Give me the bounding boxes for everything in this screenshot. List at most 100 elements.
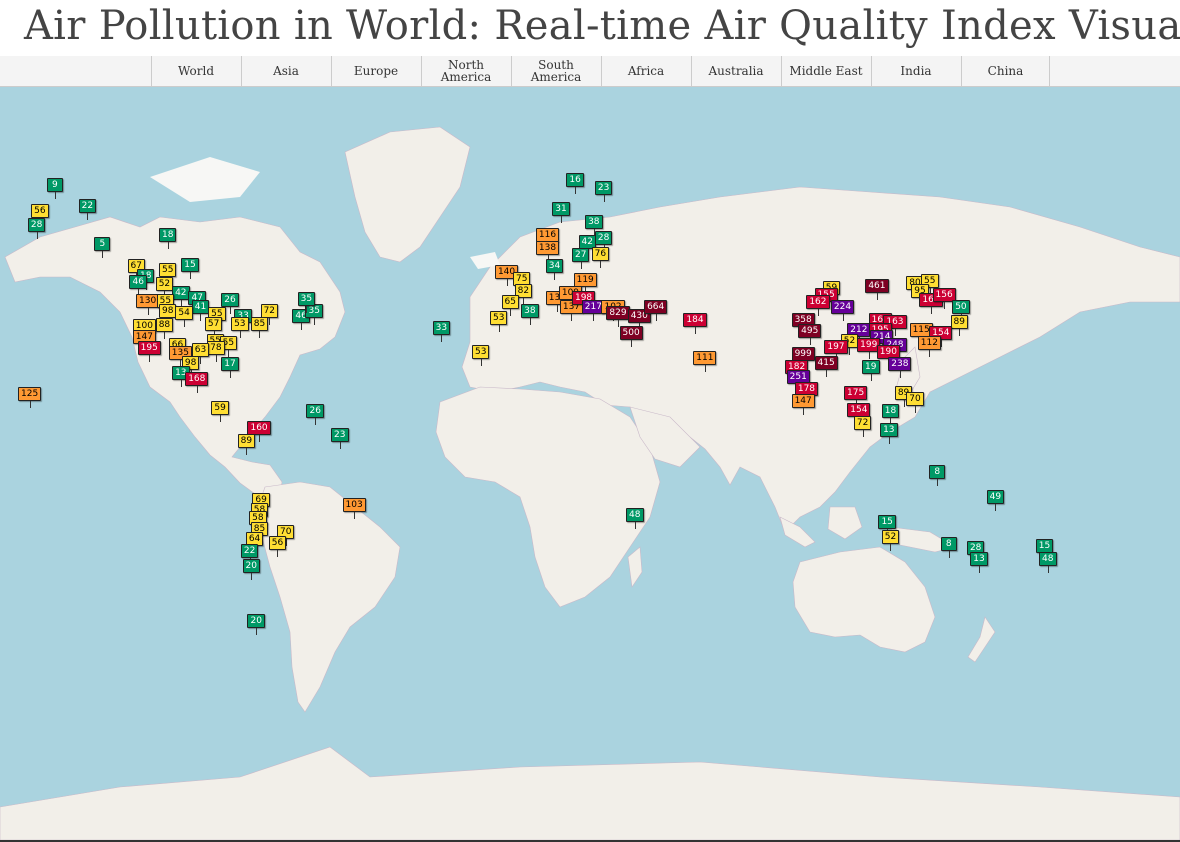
tab-africa[interactable]: Africa (601, 56, 690, 86)
aqi-station-marker[interactable]: 160 (247, 421, 271, 443)
tab-india[interactable]: India (871, 56, 960, 86)
aqi-station-marker[interactable]: 8 (929, 465, 946, 487)
aqi-station-marker[interactable]: 42 (172, 286, 190, 308)
aqi-station-marker[interactable]: 38 (521, 304, 539, 326)
aqi-station-marker[interactable]: 156 (932, 288, 956, 310)
aqi-station-marker[interactable]: 197 (824, 339, 848, 361)
aqi-station-marker[interactable]: 119 (573, 273, 597, 295)
aqi-station-marker[interactable]: 53 (472, 345, 490, 367)
aqi-station-marker[interactable]: 57 (204, 317, 223, 339)
aqi-station-marker[interactable]: 56 (31, 204, 49, 226)
aqi-station-marker[interactable]: 154 (847, 402, 871, 424)
aqi-station-marker[interactable]: 22 (78, 198, 97, 220)
world-map[interactable]: 9225628518671855154652424726130554198545… (0, 87, 1180, 840)
aqi-station-marker[interactable]: 500 (619, 325, 643, 347)
tab-china[interactable]: China (961, 56, 1050, 86)
aqi-station-marker[interactable]: 35 (305, 304, 323, 326)
aqi-station-marker[interactable]: 147 (791, 394, 815, 416)
aqi-station-marker[interactable]: 184 (683, 312, 707, 334)
tab-australia[interactable]: Australia (691, 56, 780, 86)
aqi-station-marker[interactable]: 224 (830, 299, 855, 321)
aqi-station-marker[interactable]: 46 (292, 308, 310, 330)
aqi-station-marker[interactable]: 17 (221, 356, 239, 378)
tab-world[interactable]: World (151, 56, 240, 86)
aqi-station-marker[interactable]: 28 (27, 218, 46, 240)
aqi-station-marker[interactable]: 98 (158, 304, 177, 326)
aqi-station-marker[interactable]: 53 (490, 310, 508, 332)
aqi-station-marker[interactable]: 168 (185, 371, 209, 393)
aqi-station-marker[interactable]: 48 (1039, 551, 1057, 573)
aqi-station-marker[interactable]: 53 (231, 317, 249, 339)
aqi-station-marker[interactable]: 112 (917, 335, 941, 357)
aqi-station-marker[interactable]: 238 (888, 356, 912, 378)
aqi-station-marker[interactable]: 72 (853, 416, 872, 438)
aqi-station-marker[interactable]: 162 (806, 295, 830, 317)
aqi-station-marker[interactable]: 52 (881, 530, 900, 552)
aqi-station-marker[interactable]: 55 (158, 262, 177, 284)
aqi-station-marker[interactable]: 199 (857, 337, 881, 359)
aqi-station-marker[interactable]: 49 (986, 489, 1005, 511)
aqi-station-marker[interactable]: 13 (880, 422, 898, 444)
aqi-station-marker[interactable]: 56 (268, 535, 287, 557)
aqi-station-marker[interactable]: 217 (581, 299, 605, 321)
aqi-station-marker[interactable]: 999 (791, 347, 815, 369)
aqi-station-marker[interactable]: 23 (331, 427, 349, 449)
aqi-station-marker[interactable]: 20 (242, 559, 260, 581)
aqi-station-marker[interactable]: 138 (535, 241, 560, 263)
aqi-station-marker[interactable]: 111 (693, 351, 717, 373)
tab-europe[interactable]: Europe (331, 56, 420, 86)
aqi-station-marker[interactable]: 26 (306, 404, 324, 426)
aqi-station-marker[interactable]: 22 (240, 544, 259, 566)
tab-north-america[interactable]: North America (421, 56, 510, 86)
aqi-station-marker[interactable]: 63 (191, 343, 210, 365)
aqi-station-marker[interactable]: 70 (906, 392, 924, 414)
aqi-station-marker[interactable]: 89 (237, 434, 256, 456)
aqi-station-marker[interactable]: 130 (136, 293, 160, 315)
aqi-station-marker[interactable]: 65 (501, 295, 519, 317)
tab-south-america[interactable]: South America (511, 56, 600, 86)
aqi-station-marker[interactable]: 16 (566, 172, 584, 194)
aqi-station-marker[interactable]: 13 (172, 365, 190, 387)
aqi-station-marker[interactable]: 23 (594, 180, 613, 202)
aqi-station-marker[interactable]: 52 (155, 277, 174, 299)
aqi-station-marker[interactable]: 15 (1035, 539, 1054, 561)
aqi-station-marker[interactable]: 461 (865, 278, 889, 300)
aqi-station-marker[interactable]: 33 (432, 321, 451, 343)
aqi-station-marker[interactable]: 59 (211, 400, 229, 422)
aqi-station-marker[interactable]: 125 (18, 387, 42, 409)
aqi-station-marker[interactable]: 82 (514, 283, 533, 305)
aqi-station-marker[interactable]: 41 (191, 299, 210, 321)
aqi-station-marker[interactable]: 20 (247, 614, 265, 636)
aqi-station-marker[interactable]: 18 (881, 404, 900, 426)
aqi-station-marker[interactable]: 9 (46, 178, 63, 200)
tab-asia[interactable]: Asia (241, 56, 330, 86)
aqi-station-marker[interactable]: 88 (155, 318, 174, 340)
tab-middle-east[interactable]: Middle East (781, 56, 870, 86)
aqi-station-marker[interactable]: 178 (794, 382, 819, 403)
aqi-station-marker[interactable]: 76 (591, 246, 610, 268)
aqi-station-marker[interactable]: 18 (158, 227, 177, 249)
aqi-station-marker[interactable]: 26 (221, 293, 239, 315)
aqi-station-marker[interactable]: 829 (606, 306, 630, 328)
aqi-station-marker[interactable]: 34 (545, 258, 564, 280)
aqi-station-marker[interactable]: 54 (175, 305, 193, 327)
aqi-station-marker[interactable]: 28 (594, 230, 613, 252)
aqi-station-marker[interactable]: 495 (798, 324, 822, 346)
aqi-station-marker[interactable]: 48 (626, 507, 644, 529)
aqi-station-marker[interactable]: 664 (644, 299, 668, 321)
aqi-station-marker[interactable]: 85 (250, 317, 269, 339)
aqi-station-marker[interactable]: 31 (552, 202, 570, 224)
aqi-station-marker[interactable]: 78 (207, 341, 225, 363)
aqi-station-marker[interactable]: 72 (260, 304, 279, 326)
aqi-station-marker[interactable]: 15 (878, 514, 896, 536)
aqi-station-marker[interactable]: 140 (494, 264, 519, 286)
aqi-station-marker[interactable]: 103 (342, 497, 366, 519)
aqi-station-marker[interactable]: 89 (950, 315, 968, 337)
aqi-station-marker[interactable]: 19 (862, 360, 880, 382)
aqi-station-marker[interactable]: 116 (535, 227, 560, 249)
aqi-station-marker[interactable]: 27 (571, 247, 590, 269)
aqi-station-marker[interactable]: 5 (94, 236, 111, 258)
aqi-station-marker[interactable]: 415 (814, 355, 838, 377)
aqi-station-marker[interactable]: 8 (940, 537, 957, 559)
aqi-station-marker[interactable]: 38 (585, 215, 603, 237)
